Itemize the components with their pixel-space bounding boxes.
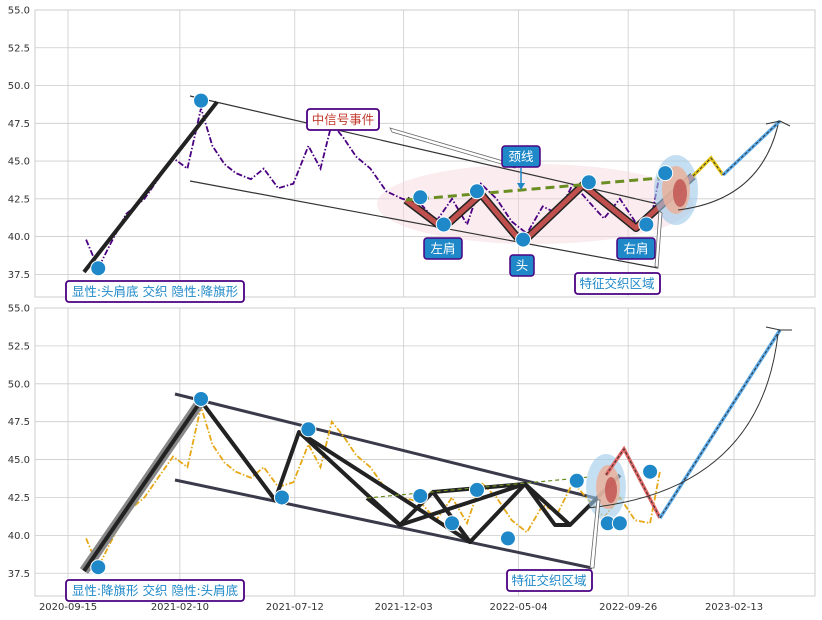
left-shoulder-label: 左肩: [430, 241, 455, 256]
pattern-label-box-bottom: [65, 579, 245, 602]
top-turning-points: [90, 92, 674, 277]
y-tick-label: 42.5: [8, 493, 30, 504]
head-label: 头: [516, 258, 529, 273]
signal-pointer: [389, 127, 518, 169]
turning-point-marker: [193, 92, 210, 109]
x-tick-label: 2022-09-26: [599, 602, 657, 613]
feature-zone-label-bottom: 特征交织区域: [511, 573, 586, 588]
turning-point-marker: [580, 174, 597, 191]
pattern-label-top: 显性:头肩底 交织 隐性:降旗形: [72, 284, 239, 299]
turning-point-marker: [412, 487, 429, 504]
turning-point-marker: [568, 472, 585, 489]
y-tick-label: 37.5: [8, 270, 30, 281]
projection-yellow-edge: [692, 157, 724, 177]
y-tick-label: 37.5: [8, 569, 30, 580]
price-series-line-bottom: [85, 402, 661, 570]
projection-arrowhead: [765, 120, 791, 127]
y-tick-label: 45.0: [8, 455, 30, 466]
neckline-label: 颈线: [508, 149, 534, 164]
target-zone-inner: [673, 179, 687, 207]
bottom-turning-points: [90, 390, 659, 576]
turning-point-marker: [468, 481, 485, 498]
projection-arc: [677, 124, 779, 211]
turning-point-marker: [90, 559, 107, 576]
turning-point-marker: [444, 515, 461, 532]
neckline-pointer-head: [517, 183, 525, 190]
right-shoulder-label-box: [616, 237, 656, 260]
turning-point-marker: [300, 421, 317, 438]
feature-zone-label-box-top: [574, 272, 661, 295]
channel-lower-line: [189, 180, 659, 269]
feature-zone-label-box-bottom: [506, 569, 593, 592]
top-chart: 中信号事件 颈线 左肩 头 右肩 特征交织区域 显性:头肩底 交织 隐性:降旗形: [65, 92, 791, 303]
turning-point-marker: [611, 515, 628, 532]
y-tick-label: 45.0: [8, 157, 30, 168]
turning-point-marker: [642, 463, 659, 480]
flag-channel-lower: [174, 478, 593, 570]
bottom-panel: [34, 307, 816, 597]
turning-point-marker: [90, 260, 107, 277]
feature-zone-pointer-bottom: [589, 499, 601, 569]
right-shoulder-label: 右肩: [623, 241, 648, 256]
x-tick-label: 2021-02-10: [151, 602, 209, 613]
target-zone-inner-bottom: [605, 477, 617, 503]
axis-ticks: 37.5 40.0 42.5 45.0 47.5 50.0 52.5 55.0 37.5 40.0…: [8, 6, 763, 614]
turning-point-marker: [657, 165, 674, 182]
signal-label-box: [306, 108, 380, 131]
y-tick-label: 52.5: [8, 43, 30, 54]
x-tick-label: 2020-09-15: [39, 602, 97, 613]
left-shoulder-label-box: [423, 237, 463, 260]
y-tick-label: 55.0: [8, 304, 30, 315]
projection-arc-bottom: [587, 333, 779, 509]
projection-arrowhead-bottom: [765, 326, 792, 331]
bottom-chart: 特征交织区域 显性:降旗形 交织 隐性:头肩底: [65, 326, 792, 602]
flag-cross-3: [432, 481, 572, 527]
pattern-label-bottom: 显性:降旗形 交织 隐性:头肩底: [72, 583, 238, 598]
price-series-line: [85, 104, 661, 271]
turning-point-marker: [638, 216, 655, 233]
flag-pole-bottom-core: [82, 399, 203, 573]
neckline-dashed: [405, 176, 661, 202]
x-tick-label: 2021-07-12: [266, 602, 324, 613]
y-tick-label: 42.5: [8, 194, 30, 205]
pattern-zone-ellipse: [377, 164, 693, 244]
y-tick-label: 40.0: [8, 531, 30, 542]
pattern-label-box-top: [65, 280, 245, 303]
y-tick-label: 52.5: [8, 341, 30, 352]
turning-point-marker: [193, 390, 210, 407]
flag-channel-upper: [174, 392, 596, 500]
feature-zone-label-top: 特征交织区域: [579, 276, 654, 291]
neckline-dashed-bottom: [366, 476, 591, 499]
y-tick-label: 40.0: [8, 232, 30, 243]
flag-cross-2: [365, 482, 526, 528]
y-tick-label: 47.5: [8, 417, 30, 428]
projection-red-edge-bottom: [605, 448, 661, 519]
y-tick-label: 47.5: [8, 119, 30, 130]
flag-cross-1: [297, 430, 472, 544]
head-label-box: [509, 254, 535, 277]
y-tick-label: 50.0: [8, 379, 30, 390]
projection-blue-edge: [722, 120, 781, 176]
flag-pole-line: [82, 100, 219, 274]
projection-blue-edge-bottom: [659, 329, 781, 519]
x-tick-label: 2022-05-04: [489, 602, 547, 613]
x-tick-label: 2023-02-13: [705, 602, 763, 613]
neckline-label-box: [501, 145, 541, 168]
turning-point-marker: [435, 216, 452, 233]
turning-point-marker: [468, 183, 485, 200]
turning-point-marker: [499, 530, 516, 547]
y-tick-label: 55.0: [8, 6, 30, 17]
y-tick-label: 50.0: [8, 81, 30, 92]
turning-point-marker: [273, 489, 290, 506]
x-tick-label: 2021-12-03: [375, 602, 433, 613]
turning-point-marker: [412, 189, 429, 206]
feature-zone-pointer-top: [654, 210, 663, 269]
signal-label: 中信号事件: [312, 112, 375, 127]
turning-point-marker: [515, 231, 532, 248]
